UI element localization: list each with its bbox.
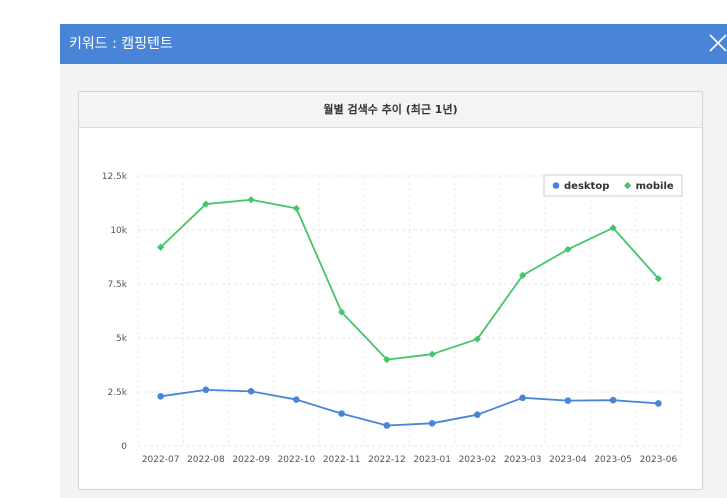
data-point-desktop	[474, 411, 481, 418]
line-chart: 0 2.5k 5k 7.5k 10k 12.5k 2022-07 2022-08 2022-09…	[102, 172, 683, 465]
data-point-desktop	[564, 397, 572, 404]
data-point-desktop	[293, 396, 300, 403]
chart-card-header: 월별 검색수 추이 (최근 1년)	[79, 92, 702, 128]
data-point-mobile	[247, 196, 255, 204]
data-point-mobile	[157, 243, 165, 251]
legend-label-desktop: desktop	[564, 181, 609, 192]
x-tick-label: 2023-06	[640, 455, 678, 465]
y-tick-label: 12.5k	[102, 172, 128, 182]
x-tick-label: 2022-12	[368, 455, 406, 465]
modal-title: 키워드 : 캠핑텐트	[69, 36, 173, 52]
data-point-desktop	[383, 422, 391, 429]
x-tick-label: 2023-01	[413, 455, 451, 465]
data-point-mobile	[564, 245, 572, 254]
data-point-desktop	[428, 420, 436, 427]
chart-grid	[137, 175, 682, 447]
x-tick-label: 2022-08	[187, 455, 225, 465]
x-tick-label: 2023-03	[504, 455, 542, 465]
x-tick-label: 2022-10	[278, 455, 316, 465]
x-tick-label: 2022-07	[142, 455, 180, 465]
y-tick-label: 10k	[110, 226, 127, 236]
y-tick-label: 2.5k	[107, 388, 127, 398]
modal-header: 키워드 : 캠핑텐트	[60, 24, 727, 64]
close-icon[interactable]	[707, 32, 727, 54]
chart-legend[interactable]: desktop mobile	[543, 174, 683, 197]
data-point-desktop	[247, 388, 255, 395]
x-tick-label: 2023-04	[549, 455, 587, 465]
legend-label-mobile: mobile	[636, 181, 674, 192]
keyword-modal: 키워드 : 캠핑텐트 월별 검색수 추이 (최근 1년) 0 2.5k 5k 7.5k…	[60, 24, 727, 498]
data-point-mobile	[609, 224, 617, 232]
series-line-mobile	[160, 198, 660, 361]
y-tick-label: 5k	[116, 334, 128, 344]
x-tick-label: 2022-09	[232, 455, 270, 465]
data-point-desktop	[338, 410, 345, 417]
x-tick-label: 2022-11	[323, 455, 361, 465]
data-point-mobile	[383, 356, 391, 364]
y-tick-label: 0	[121, 442, 127, 452]
data-point-mobile	[428, 350, 436, 358]
legend-marker-desktop	[552, 182, 560, 189]
data-point-desktop	[157, 393, 164, 400]
chart-series	[157, 196, 662, 429]
data-point-desktop	[202, 386, 210, 394]
series-line-desktop	[160, 388, 659, 427]
data-point-desktop	[519, 394, 526, 402]
chart-card: 월별 검색수 추이 (최근 1년) 0 2.5k 5k 7.5k 10k 12.5k 202…	[78, 91, 703, 490]
x-tick-label: 2023-05	[594, 455, 632, 465]
legend-marker-mobile	[624, 181, 632, 190]
chart-axes: 0 2.5k 5k 7.5k 10k 12.5k 2022-07 2022-08 2022-09…	[102, 172, 678, 465]
y-tick-label: 7.5k	[107, 280, 127, 290]
data-point-mobile	[292, 204, 300, 212]
chart-title: 월별 검색수 추이 (최근 1년)	[323, 103, 458, 116]
data-point-desktop	[609, 396, 617, 404]
legend-box	[543, 174, 683, 197]
x-tick-label: 2023-02	[459, 455, 497, 465]
data-point-desktop	[655, 400, 662, 407]
